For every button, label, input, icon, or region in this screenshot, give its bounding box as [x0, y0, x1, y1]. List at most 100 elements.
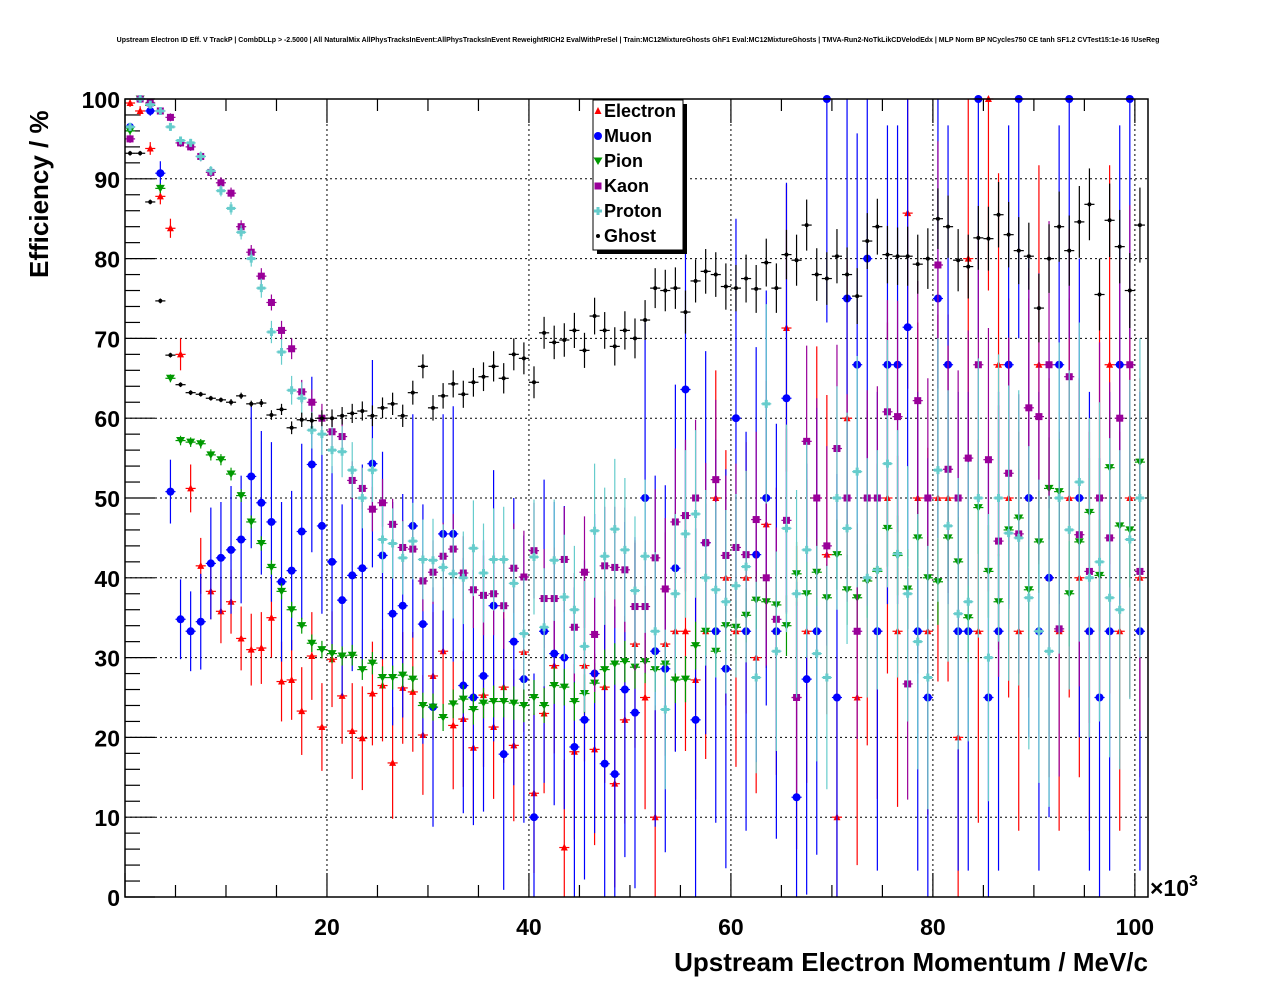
x-tick-label: 20 — [314, 914, 340, 940]
data-point-ghost — [804, 223, 809, 228]
data-point-proton — [883, 459, 892, 468]
data-point-proton — [328, 446, 337, 455]
data-point-electron — [177, 350, 185, 358]
data-point-pion — [337, 652, 347, 661]
data-point-proton — [1065, 525, 1074, 534]
data-point-kaon — [924, 494, 932, 502]
data-point-kaon — [379, 499, 387, 507]
data-point-proton — [560, 592, 569, 601]
data-point-pion — [438, 713, 448, 722]
y-tick-label: 10 — [94, 805, 120, 831]
data-point-proton — [247, 254, 256, 263]
data-point-ghost — [198, 392, 203, 397]
data-point-proton — [580, 642, 589, 651]
data-point-ghost — [855, 294, 860, 299]
data-point-ghost — [259, 401, 264, 406]
data-point-electron — [318, 723, 326, 731]
data-point-proton — [742, 562, 751, 571]
data-point-ghost — [996, 212, 1001, 217]
data-point-kaon — [823, 542, 831, 550]
data-point-ghost — [229, 400, 234, 405]
data-point-ghost — [441, 393, 446, 398]
data-point-pion — [680, 675, 690, 684]
data-point-ghost — [733, 286, 738, 291]
x-tick-label: 60 — [718, 914, 744, 940]
data-point-pion — [307, 639, 317, 648]
data-point-proton — [873, 565, 882, 574]
y-tick-label: 60 — [94, 406, 120, 432]
data-point-ghost — [521, 356, 526, 361]
data-point-proton — [429, 556, 438, 565]
data-point-pion — [317, 646, 327, 654]
data-point-proton — [519, 629, 528, 638]
data-point-ghost — [239, 393, 244, 398]
data-point-proton — [893, 549, 902, 558]
legend-marker-icon — [596, 234, 600, 238]
data-point-ghost — [1127, 288, 1132, 293]
data-point-ghost — [531, 380, 536, 385]
data-point-pion — [569, 697, 579, 706]
data-point-proton — [257, 284, 266, 293]
data-point-proton — [196, 152, 205, 161]
data-point-pion — [468, 705, 478, 714]
data-point-proton — [1115, 605, 1124, 614]
data-point-proton — [984, 653, 993, 662]
data-point-ghost — [511, 352, 516, 357]
data-point-pion — [428, 703, 438, 712]
legend-entry-proton: Proton — [594, 201, 662, 221]
data-point-proton — [146, 100, 155, 109]
data-point-ghost — [875, 224, 880, 229]
data-point-muon — [832, 693, 841, 702]
data-point-ghost — [1137, 223, 1142, 228]
data-point-proton — [439, 563, 448, 572]
data-point-electron — [126, 98, 134, 106]
data-point-pion — [398, 671, 408, 680]
data-point-muon — [257, 498, 266, 507]
data-point-ghost — [966, 264, 971, 269]
data-point-proton — [1105, 593, 1114, 602]
data-point-ghost — [935, 216, 940, 221]
data-point-proton — [227, 204, 236, 213]
legend-box — [592, 99, 684, 251]
data-point-ghost — [542, 330, 547, 335]
data-point-ghost — [754, 286, 759, 291]
data-point-pion — [226, 470, 236, 479]
data-point-proton — [762, 399, 771, 408]
data-point-proton — [630, 586, 639, 595]
data-point-proton — [156, 106, 165, 115]
data-point-proton — [1055, 494, 1064, 502]
data-point-muon — [348, 571, 357, 580]
data-point-ghost — [1097, 292, 1102, 297]
data-point-muon — [237, 535, 246, 544]
data-point-proton — [126, 122, 135, 131]
data-point-ghost — [309, 418, 314, 423]
data-point-proton — [782, 524, 791, 533]
data-point-ghost — [622, 328, 627, 333]
data-point-kaon — [1025, 404, 1033, 412]
data-point-ghost — [1006, 232, 1011, 237]
data-point-ghost — [925, 256, 930, 261]
data-point-ghost — [764, 260, 769, 265]
legend-entry-ghost: Ghost — [596, 226, 656, 246]
data-point-proton — [590, 526, 599, 535]
legend-marker-icon — [594, 207, 602, 215]
plot-frame — [124, 98, 1149, 898]
data-point-kaon — [914, 397, 922, 405]
data-point-ghost — [703, 269, 708, 274]
data-point-pion — [691, 642, 701, 650]
legend-label: Pion — [604, 151, 643, 171]
data-point-ghost — [218, 397, 223, 402]
data-point-pion — [287, 606, 297, 614]
data-point-kaon — [308, 398, 316, 406]
data-point-proton — [529, 553, 538, 562]
data-point-proton — [459, 573, 468, 582]
legend-entry-kaon: Kaon — [594, 176, 649, 196]
data-point-ghost — [1087, 202, 1092, 207]
y-tick-label: 20 — [94, 725, 120, 751]
data-point-proton — [1045, 647, 1054, 656]
data-point-proton — [368, 466, 377, 475]
data-point-muon — [580, 715, 589, 724]
y-tick-label: 0 — [107, 885, 120, 911]
data-point-ghost — [188, 390, 193, 395]
data-point-muon — [176, 615, 185, 624]
